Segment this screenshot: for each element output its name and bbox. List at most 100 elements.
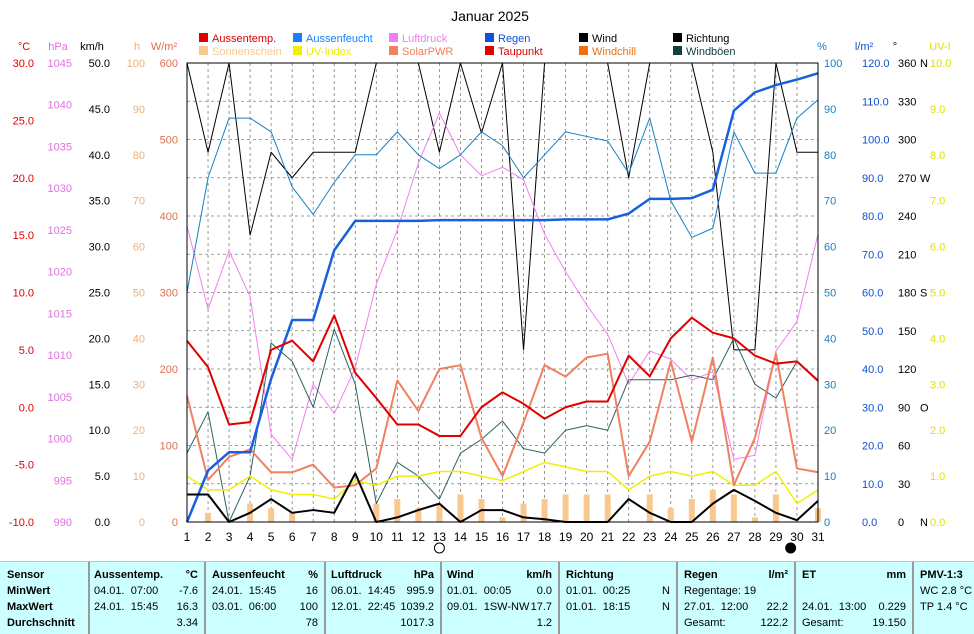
rain-days: Regentage: 19 (684, 585, 757, 597)
legend-label: Wind (592, 33, 617, 45)
temp-max-value: 16.3 (176, 601, 198, 613)
legend-swatch (293, 46, 302, 55)
press-min-time: 06.01. 14:45 (331, 585, 396, 597)
right-axis-tick: 70 (824, 196, 836, 208)
dir-max-value: N (662, 601, 670, 613)
left-axis-tick: 1035 (48, 141, 72, 153)
stats-rain-section: Regen l/m² Regentage: 19 27.01. 12:00 22… (678, 562, 796, 634)
solar-line (186, 352, 819, 489)
et-header: ET (802, 569, 817, 581)
stats-et-section: ET mm 24.01. 13:00 0.229 Gesamt: 19.150 (796, 562, 914, 634)
sunshine-bar (688, 499, 695, 522)
right-axis-tick: 240 (898, 211, 916, 223)
left-axis-tick: 5.0 (19, 345, 34, 357)
legend-swatch (673, 46, 682, 55)
right-axis-tick: 90.0 (862, 173, 883, 185)
legend: Aussentemp. Aussenfeucht Luftdruck Regen Win… (199, 33, 736, 58)
legend-label: Windböen (686, 46, 736, 58)
x-axis-tick: 9 (352, 530, 359, 544)
x-axis-tick: 5 (268, 530, 275, 544)
wind-line (187, 472, 819, 523)
legend-swatch (293, 33, 302, 42)
left-axis-tick: 45.0 (89, 104, 110, 116)
left-axis-tick: 30.0 (13, 58, 34, 70)
x-axis-tick: 7 (310, 530, 317, 544)
left-axis-tick: 1010 (48, 350, 72, 362)
legend-label: Aussenfeucht (306, 33, 373, 45)
x-axis-tick: 15 (475, 530, 489, 544)
legend-label: Regen (498, 33, 530, 45)
x-axis-tick: 6 (289, 530, 296, 544)
left-axis-tick: 300 (160, 288, 178, 300)
x-axis-tick: 21 (601, 530, 615, 544)
left-axis-tick: 500 (160, 135, 178, 147)
temp-unit: °C (185, 569, 198, 581)
stats-sensor-section: Sensor MinWert MaxWert Durchschnitt (0, 562, 90, 634)
plot-frame (186, 62, 819, 523)
hum-min-value: 16 (305, 585, 318, 597)
stats-wind-section: Wind km/h 01.01. 00:05 0.0 09.01. 1SW-NW… (442, 562, 560, 634)
right-axis-tick: 50.0 (862, 326, 883, 338)
et-total-value: 19.150 (872, 617, 906, 629)
right-axis-tick: 20.0 (862, 441, 883, 453)
rain-total-value: 122.2 (760, 617, 788, 629)
direction-label: O (920, 402, 929, 414)
right-axis-tick: 80 (824, 150, 836, 162)
x-axis-tick: 26 (706, 530, 720, 544)
sunshine-bar (457, 494, 464, 522)
x-axis-tick: 28 (748, 530, 762, 544)
wind-max-value: 17.7 (530, 601, 552, 613)
legend-swatch (579, 46, 588, 55)
right-axis-tick: 7.0 (930, 196, 945, 208)
row-label-avg: Durchschnitt (7, 617, 75, 629)
x-axis-tick: 24 (664, 530, 678, 544)
right-axis-tick: 180 (898, 288, 916, 300)
full-moon-icon (433, 542, 445, 554)
direction-label: W (920, 173, 931, 185)
temp-max-time: 24.01. 15:45 (94, 601, 159, 613)
hum-max-time: 03.01. 06:00 (212, 601, 277, 613)
pressure-line (186, 112, 819, 460)
left-axis-tick: 1045 (48, 58, 72, 70)
right-axis-unit: ° (893, 41, 897, 53)
sunshine-bar (562, 494, 569, 522)
legend-swatch (485, 46, 494, 55)
x-axis-tick: 29 (769, 530, 783, 544)
dir-min-time: 01.01. 00:25 (566, 585, 631, 597)
sunshine-bar (373, 503, 380, 522)
stats-direction-section: Richtung 01.01. 00:25 N 01.01. 18:15 N (560, 562, 678, 634)
legend-label: Sonnenschein (212, 46, 282, 58)
wind-max-time: 09.01. 1SW-NW (447, 601, 530, 613)
right-axis-tick: 60.0 (862, 288, 883, 300)
right-axis-unit: UV-I (929, 41, 950, 53)
left-axis-tick: 400 (160, 211, 178, 223)
left-axis-tick: 10.0 (89, 425, 110, 437)
sunshine-bar (730, 494, 737, 522)
wind-min-value: 0.0 (536, 585, 552, 597)
x-axis-tick: 14 (454, 530, 468, 544)
press-max-value: 1039.2 (400, 601, 434, 613)
sunshine-bar (436, 503, 443, 522)
left-axis-tick: 50 (133, 288, 145, 300)
x-axis-tick: 18 (538, 530, 552, 544)
wind-avg-value: 1.2 (536, 617, 552, 629)
left-axis-tick: 1005 (48, 392, 72, 404)
left-axis-tick: 995 (54, 475, 72, 487)
right-axis-tick: 0 (824, 517, 830, 529)
right-axis-tick: 100 (824, 58, 842, 70)
sunshine-bar (583, 494, 590, 522)
x-axis-tick: 3 (226, 530, 233, 544)
grid (187, 63, 818, 522)
sunshine-bar (268, 508, 275, 522)
left-axis-tick: 100 (160, 441, 178, 453)
right-axis-tick: 210 (898, 249, 916, 261)
left-axis-tick: 25.0 (13, 115, 34, 127)
left-axis-tick: 10 (133, 471, 145, 483)
x-axis-tick: 1 (184, 530, 191, 544)
legend-label: Luftdruck (402, 33, 448, 45)
chart-title: Januar 2025 (451, 8, 529, 24)
left-axis-tick: 1040 (48, 100, 72, 112)
hum-header: Aussenfeucht (212, 569, 285, 581)
right-axis-tick: 10.0 (930, 58, 951, 70)
left-axis-tick: 15.0 (89, 379, 110, 391)
